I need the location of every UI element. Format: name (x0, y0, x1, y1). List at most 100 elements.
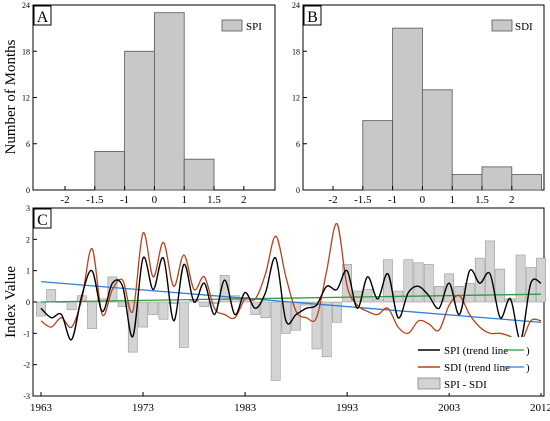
diff-bar (444, 273, 455, 303)
x-tick-label: 1973 (132, 402, 155, 414)
y-tick-label: 18 (22, 47, 30, 56)
x-tick-label: -1 (388, 194, 397, 206)
histogram-bar (94, 151, 126, 191)
diff-bar (87, 301, 97, 329)
y-tick-label: 0 (26, 298, 30, 307)
y-tick-label: 6 (26, 140, 30, 149)
diff-bar (260, 301, 271, 318)
sdi-series-line (40, 223, 542, 344)
y-tick-label: 0 (296, 186, 300, 195)
diff-bar (423, 264, 434, 303)
histogram-spi-panel: 0 6 12 18 24 -2 -1.5 -1 0 1 1.5 2 A SPI Number of … (3, 1, 276, 206)
x-tick-label: -1 (120, 194, 129, 206)
x-tick-label: 2 (241, 194, 247, 206)
legend-diff-label: SPI - SDI (444, 379, 487, 391)
y-tick-label: 2 (26, 235, 30, 244)
legend-sdi-swatch (491, 19, 513, 32)
y-tick-label: 18 (292, 47, 300, 56)
y-tick-label: 0 (26, 186, 30, 195)
x-tick-label: 1.5 (207, 194, 221, 206)
diff-bar (158, 301, 169, 320)
diff-bar (474, 257, 485, 303)
diff-bar (127, 301, 138, 353)
x-tick-label: 0 (420, 194, 426, 206)
diff-bar (332, 301, 342, 323)
y-axis-label-months: Number of Months (3, 39, 19, 154)
x-tick-label: -2 (328, 194, 337, 206)
diff-bar (219, 275, 230, 303)
histogram-bar (183, 158, 215, 191)
legend-spi-close: ) (526, 345, 530, 357)
diff-bar (138, 301, 148, 328)
diff-bar (148, 301, 159, 315)
histogram-bar (511, 174, 542, 191)
histogram-bar (481, 166, 513, 191)
spi-series-line (40, 256, 542, 341)
histogram-bar (451, 174, 483, 191)
panel-b-label: B (307, 9, 318, 26)
diff-bar (46, 289, 57, 303)
y-tick-label: 6 (296, 140, 300, 149)
x-tick-label: 2012 (530, 402, 550, 414)
y-tick-label: 1 (26, 267, 30, 276)
x-tick-label: 1993 (336, 402, 359, 414)
diff-bar (311, 301, 322, 350)
panel-c-label-box (33, 208, 52, 229)
histogram-bar (153, 12, 185, 191)
x-tick-label: 2 (509, 194, 515, 206)
diff-bar (403, 259, 414, 303)
x-tick-label: 2003 (438, 402, 461, 414)
x-tick-label: 1 (181, 194, 187, 206)
diff-bar (515, 254, 526, 303)
x-tick-label: 0 (152, 194, 158, 206)
diff-bar (270, 301, 281, 381)
diff-bar (178, 301, 189, 348)
timeseries-panel: -3 -2 -1 0 1 2 3 1963 1973 1983 1993 2003 2012 C In… (3, 204, 550, 414)
legend-sdi-line-label: SDI (trend line (444, 362, 510, 374)
sdi-trend-line (40, 280, 542, 324)
histogram-sdi-panel: 0 6 12 18 24 -2 -1.5 -1 0 1 1.5 2 B SDI (292, 1, 545, 206)
y-tick-label: -2 (23, 361, 30, 370)
legend-c: SPI (trend line ) SDI (trend line ) SPI … (408, 337, 542, 393)
diff-bar (342, 264, 353, 303)
diff-bar (199, 301, 210, 307)
y-tick-label: 24 (292, 1, 300, 10)
diff-bar (321, 301, 332, 358)
y-tick-label: 12 (292, 94, 300, 103)
legend-spi-swatch (221, 19, 243, 32)
y-tick-label: 24 (22, 1, 30, 10)
histogram-bar (392, 27, 423, 191)
x-tick-label: 1 (449, 194, 455, 206)
x-tick-label: 1.5 (475, 194, 489, 206)
y-tick-label: 12 (22, 94, 30, 103)
panel-b-label-box (303, 5, 322, 26)
x-tick-label: -1.5 (86, 194, 104, 206)
diff-bar (413, 262, 424, 303)
x-tick-label: 1983 (234, 402, 257, 414)
legend-diff-swatch (417, 377, 441, 390)
panel-a-label-box (33, 5, 52, 26)
y-axis-label-index: Index Value (3, 266, 19, 338)
diff-bar (362, 289, 373, 303)
x-tick-label: 1963 (30, 402, 53, 414)
legend-sdi-close: ) (526, 362, 530, 374)
y-tick-label: 3 (26, 204, 30, 213)
x-tick-label: -2 (60, 194, 69, 206)
x-tick-label: -1.5 (354, 194, 372, 206)
y-tick-label: -3 (23, 392, 30, 401)
legend-spi-line-label: SPI (trend line (444, 345, 508, 357)
diff-bar (485, 240, 495, 303)
legend-spi-label: SPI (246, 21, 262, 33)
histogram-bar (362, 120, 393, 191)
diff-bar (383, 259, 393, 303)
panel-c-label: C (37, 212, 48, 229)
histogram-bar (421, 89, 453, 191)
panel-a-label: A (37, 9, 49, 26)
histogram-bar (124, 50, 155, 191)
legend-sdi-label: SDI (515, 21, 533, 33)
diff-bar (495, 268, 506, 303)
y-tick-label: -1 (23, 329, 30, 338)
diff-bar (117, 301, 128, 307)
diff-bar (66, 301, 77, 311)
